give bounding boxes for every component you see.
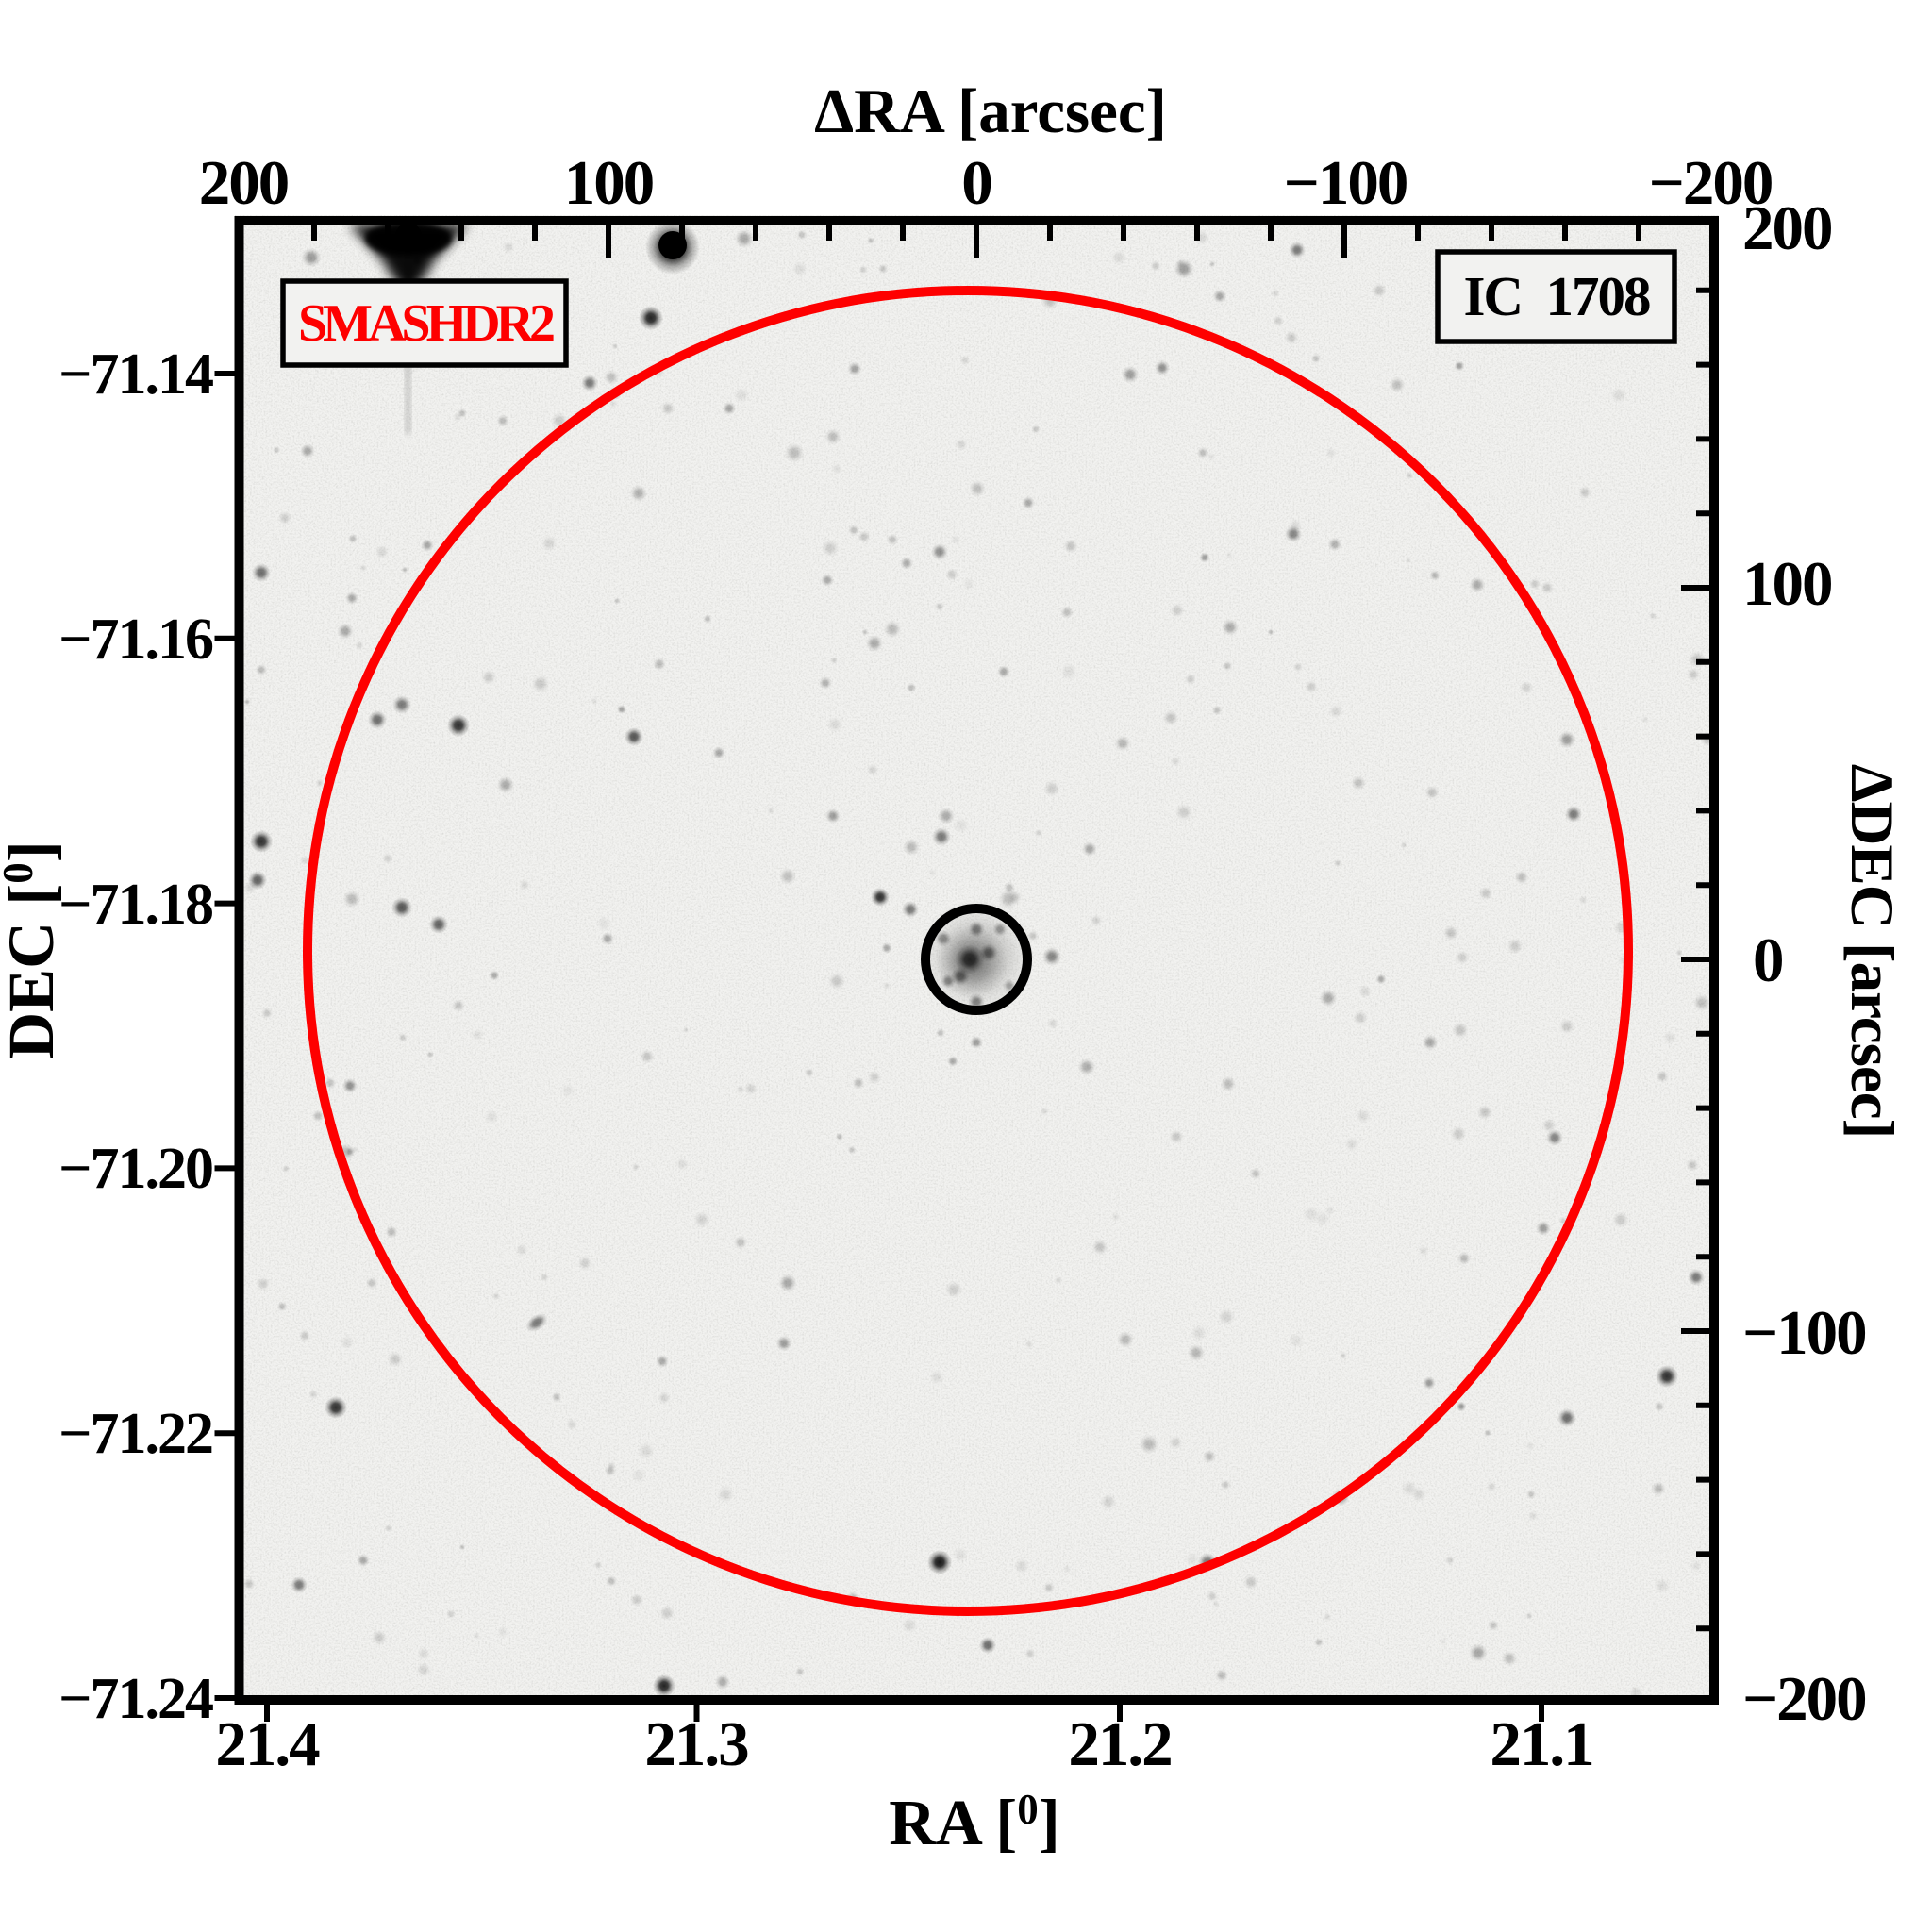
svg-text:−71.16: −71.16 <box>58 608 213 672</box>
svg-text:−200: −200 <box>1742 1664 1866 1734</box>
svg-text:100: 100 <box>564 148 654 218</box>
svg-text:−100: −100 <box>1742 1298 1866 1368</box>
svg-text:0: 0 <box>1753 925 1783 995</box>
svg-text:IC 1708: IC 1708 <box>1463 265 1650 327</box>
svg-text:−71.14: −71.14 <box>58 342 213 407</box>
svg-text:DEC [0]: DEC [0] <box>0 841 67 1058</box>
svg-text:−71.22: −71.22 <box>58 1402 212 1466</box>
svg-text:ΔDEC [arcsec]: ΔDEC [arcsec] <box>1838 764 1906 1139</box>
svg-text:−100: −100 <box>1284 148 1407 218</box>
svg-text:SMASHDR2: SMASHDR2 <box>298 294 554 353</box>
svg-text:21.2: 21.2 <box>1068 1709 1171 1779</box>
svg-text:21.1: 21.1 <box>1490 1709 1592 1779</box>
svg-text:−200: −200 <box>1649 148 1773 218</box>
svg-text:−71.18: −71.18 <box>58 873 212 937</box>
svg-text:RA [0]: RA [0] <box>889 1786 1060 1858</box>
svg-text:200: 200 <box>199 148 289 218</box>
svg-text:200: 200 <box>1742 193 1832 263</box>
svg-text:100: 100 <box>1742 549 1832 619</box>
svg-text:0: 0 <box>961 148 991 218</box>
svg-text:21.3: 21.3 <box>644 1709 748 1779</box>
svg-text:−71.24: −71.24 <box>58 1667 213 1731</box>
svg-text:21.4: 21.4 <box>215 1709 320 1779</box>
svg-text:ΔRA [arcsec]: ΔRA [arcsec] <box>814 76 1167 146</box>
svg-text:−71.20: −71.20 <box>58 1137 212 1201</box>
